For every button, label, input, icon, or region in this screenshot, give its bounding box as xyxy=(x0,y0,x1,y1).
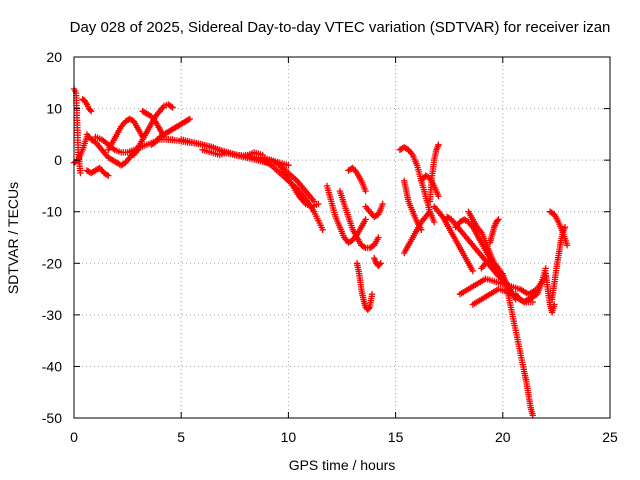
y-tick-label: -20 xyxy=(42,255,62,271)
point-markers xyxy=(426,141,442,205)
series-arc-36 xyxy=(499,270,536,419)
series-arc-27 xyxy=(426,141,442,205)
series-arc-21 xyxy=(362,200,386,221)
point-markers xyxy=(353,260,376,313)
point-markers xyxy=(83,131,142,169)
x-axis-label: GPS time / hours xyxy=(289,457,396,473)
series-arc-18 xyxy=(336,187,382,251)
series-arc-38 xyxy=(542,270,558,316)
x-tick-label: 5 xyxy=(177,429,185,445)
point-markers xyxy=(276,162,322,210)
series-arc-20 xyxy=(353,260,376,313)
point-markers xyxy=(105,115,146,153)
point-markers xyxy=(542,270,558,316)
data-points xyxy=(70,85,571,419)
x-tick-label: 25 xyxy=(602,429,618,445)
point-markers xyxy=(469,285,536,308)
x-tick-label: 0 xyxy=(70,429,78,445)
x-tick-label: 20 xyxy=(495,429,511,445)
point-markers xyxy=(401,208,434,257)
y-axis-label: SDTVAR / TECUs xyxy=(5,182,21,294)
x-tick-label: 15 xyxy=(388,429,404,445)
point-markers xyxy=(148,115,193,148)
series-arc-28 xyxy=(431,203,476,275)
y-tick-label: 20 xyxy=(46,49,62,65)
point-markers xyxy=(371,254,384,270)
point-markers xyxy=(345,164,369,195)
point-markers xyxy=(431,203,476,275)
series-arc-22 xyxy=(371,254,384,270)
point-markers xyxy=(512,265,549,306)
y-tick-label: 10 xyxy=(46,101,62,117)
point-markers xyxy=(79,96,95,115)
y-tick-label: -50 xyxy=(42,410,62,426)
series-arc-03 xyxy=(79,96,95,115)
point-markers xyxy=(499,270,536,419)
series-arc-40 xyxy=(548,224,569,303)
chart-title: Day 028 of 2025, Sidereal Day-to-day VTE… xyxy=(70,19,611,36)
series-arc-04 xyxy=(83,131,142,169)
point-markers xyxy=(362,200,386,221)
point-markers xyxy=(336,187,382,251)
series-arc-25 xyxy=(401,208,434,257)
point-markers xyxy=(486,216,502,246)
series-arc-19 xyxy=(345,164,369,195)
series-arc-37 xyxy=(512,265,549,306)
y-tick-label: 0 xyxy=(54,152,62,168)
grid-lines xyxy=(74,57,610,418)
series-arc-05 xyxy=(83,164,112,179)
series-arc-07 xyxy=(105,115,146,153)
axis-ticks: 0 5 10 15 20 25 20 10 0 -10 -20 -30 -40 -50 xyxy=(42,49,618,445)
point-markers xyxy=(548,224,569,303)
y-tick-label: -10 xyxy=(42,204,62,220)
series-arc-35 xyxy=(486,216,502,246)
plot-frame xyxy=(73,56,611,419)
series-arc-10 xyxy=(148,115,193,148)
point-markers xyxy=(83,164,112,179)
y-tick-label: -40 xyxy=(42,358,62,374)
x-tick-label: 10 xyxy=(281,429,297,445)
series-arc-33 xyxy=(469,285,536,308)
y-tick-label: -30 xyxy=(42,307,62,323)
series-arc-16 xyxy=(276,162,322,210)
